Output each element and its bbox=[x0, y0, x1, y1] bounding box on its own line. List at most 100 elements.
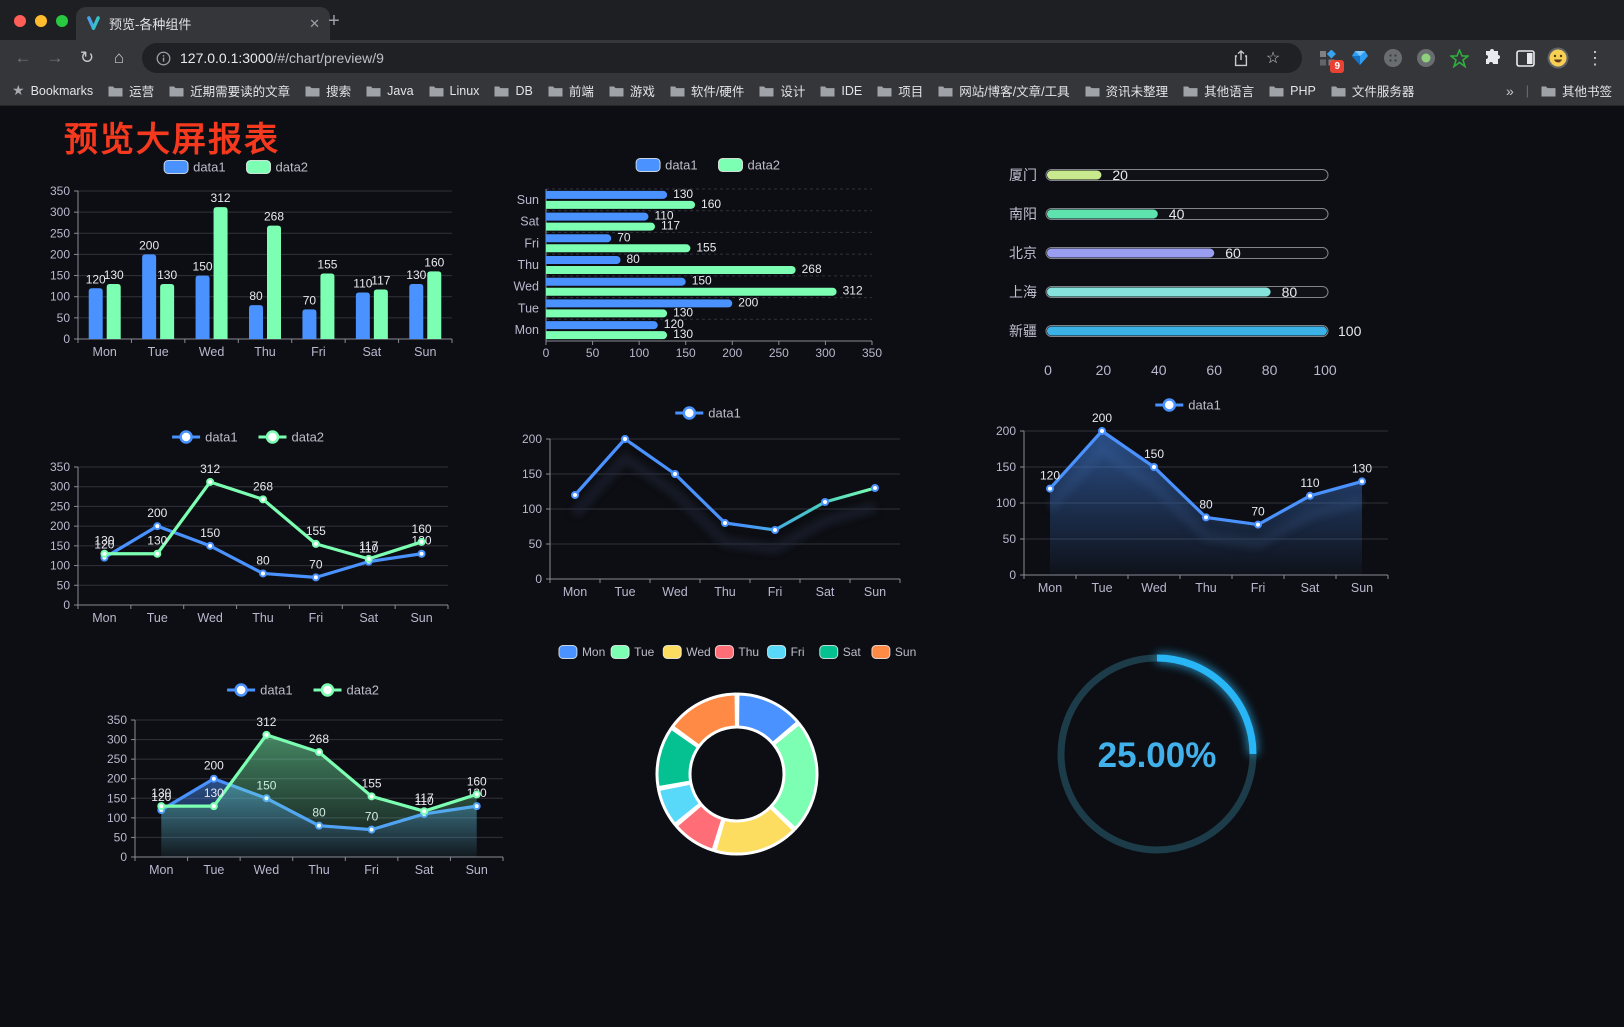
bookmark-folder[interactable]: IDE bbox=[820, 81, 862, 100]
legend-item[interactable]: data2 bbox=[258, 430, 325, 445]
svg-text:Mon: Mon bbox=[93, 345, 117, 359]
legend-item[interactable]: data2 bbox=[313, 683, 380, 698]
data-point bbox=[209, 774, 218, 783]
bookmark-folder[interactable]: 游戏 bbox=[609, 81, 655, 100]
data-point bbox=[721, 519, 729, 527]
legend-item[interactable]: Sat bbox=[819, 645, 862, 659]
svg-text:Tue: Tue bbox=[634, 645, 655, 659]
legend-item[interactable]: Wed bbox=[662, 645, 711, 659]
bookmark-folder[interactable]: 软件/硬件 bbox=[670, 81, 744, 100]
legend-item[interactable]: Thu bbox=[714, 645, 759, 659]
svg-text:80: 80 bbox=[1262, 362, 1278, 378]
progress-fill bbox=[1047, 326, 1327, 336]
bookmark-folder-label: 软件/硬件 bbox=[690, 85, 745, 99]
svg-text:200: 200 bbox=[722, 346, 742, 360]
browser-tab[interactable]: 预览-各种组件 ✕ bbox=[76, 7, 330, 40]
svg-text:350: 350 bbox=[50, 184, 70, 198]
bar bbox=[320, 273, 335, 339]
two-series-area-chart[interactable]: data1 data2 0 50 100 150 200 250 300 350 Mon Tue Wed… bbox=[95, 676, 515, 891]
bookmark-folder[interactable]: 项目 bbox=[877, 81, 923, 100]
svg-text:312: 312 bbox=[211, 191, 231, 205]
svg-text:160: 160 bbox=[467, 774, 487, 788]
svg-text:0: 0 bbox=[535, 572, 542, 586]
bookmark-folder[interactable]: 网站/博客/文章/工具 bbox=[938, 81, 1070, 100]
menu-icon[interactable]: ⋮ bbox=[1586, 47, 1604, 68]
legend-item[interactable]: data2 bbox=[246, 160, 309, 175]
other-bookmarks-folder[interactable]: 其他书签 bbox=[1541, 81, 1612, 100]
svg-text:Wed: Wed bbox=[662, 585, 688, 599]
donut-chart[interactable]: Mon Tue Wed Thu Fri Sat Sun bbox=[537, 634, 937, 889]
circle-extension-icon[interactable] bbox=[1382, 47, 1404, 69]
reload-button[interactable]: ↻ bbox=[79, 48, 95, 67]
area-line-chart[interactable]: data1 0 50 100 150 200 Mon Tue Wed Thu Fri Sat Sun 12… bbox=[980, 391, 1400, 603]
address-bar[interactable]: 127.0.0.1:3000/#/chart/preview/9 ☆ bbox=[142, 43, 1302, 73]
legend-item[interactable]: Mon bbox=[558, 645, 605, 659]
grouped-horizontal-bar-chart[interactable]: data1 data2 0 50 100 150 200 250 300 350 Mon 120 130… bbox=[500, 151, 920, 366]
new-tab-button[interactable]: + bbox=[328, 10, 340, 32]
legend-item[interactable]: Fri bbox=[767, 645, 805, 659]
grouped-bar-chart[interactable]: data1 data2 0 50 100 150 200 250 300 350 Mon Tue Wed… bbox=[40, 151, 460, 366]
close-window-button[interactable] bbox=[14, 15, 26, 27]
bookmark-folder[interactable]: Java bbox=[366, 81, 414, 100]
extension-grid-icon[interactable]: 9 bbox=[1316, 47, 1344, 73]
bookmark-folder[interactable]: DB bbox=[494, 81, 533, 100]
close-tab-icon[interactable]: ✕ bbox=[309, 15, 320, 31]
bookmark-folder[interactable]: Linux bbox=[429, 81, 479, 100]
star-extension-icon[interactable] bbox=[1448, 47, 1470, 69]
bookmarks-overflow-chevron[interactable]: » bbox=[1505, 82, 1514, 99]
legend-item[interactable]: Tue bbox=[610, 645, 655, 659]
bookmark-star-icon[interactable]: ☆ bbox=[1265, 50, 1281, 67]
bar bbox=[409, 284, 424, 339]
gauge-chart[interactable]: 25.00% bbox=[1040, 639, 1370, 871]
svg-text:150: 150 bbox=[522, 467, 542, 481]
bookmark-folder[interactable]: 搜索 bbox=[305, 81, 351, 100]
bookmark-folder[interactable]: 文件服务器 bbox=[1331, 81, 1414, 100]
svg-text:0: 0 bbox=[63, 598, 70, 612]
legend-item[interactable]: data1 bbox=[1155, 398, 1221, 413]
legend-item[interactable]: data1 bbox=[163, 160, 226, 175]
minimize-window-button[interactable] bbox=[35, 15, 47, 27]
bookmark-folder[interactable]: 前端 bbox=[548, 81, 594, 100]
svg-text:Mon: Mon bbox=[582, 645, 605, 659]
folder-icon bbox=[1269, 86, 1284, 96]
svg-text:250: 250 bbox=[50, 499, 70, 513]
gradient-line-chart[interactable]: data1 0 50 100 150 200 Mon Tue Wed Thu Fri Sat Sun bbox=[500, 399, 920, 614]
svg-text:70: 70 bbox=[617, 230, 631, 244]
record-extension-icon[interactable] bbox=[1415, 47, 1437, 69]
side-panel-icon[interactable] bbox=[1514, 47, 1536, 69]
bookmark-folder[interactable]: 近期需要读的文章 bbox=[169, 81, 290, 100]
folder-icon bbox=[1183, 86, 1198, 96]
profile-avatar[interactable] bbox=[1547, 47, 1569, 69]
legend-item[interactable]: data1 bbox=[227, 683, 293, 698]
bookmarks-manager-item[interactable]: ★ Bookmarks bbox=[12, 82, 93, 99]
legend-item[interactable]: data2 bbox=[718, 158, 781, 173]
back-button[interactable]: ← bbox=[14, 48, 32, 67]
maximize-window-button[interactable] bbox=[56, 15, 68, 27]
svg-text:300: 300 bbox=[50, 205, 70, 219]
legend-item[interactable]: data1 bbox=[172, 430, 238, 445]
svg-text:110: 110 bbox=[1300, 476, 1319, 490]
svg-text:150: 150 bbox=[692, 274, 712, 288]
bar bbox=[546, 266, 796, 274]
gem-extension-icon[interactable] bbox=[1349, 47, 1371, 69]
progress-bar-chart[interactable]: 厦门 20 南阳 40 北京 60 上海 80 新疆 100 0 20 40 60 80 100 bbox=[980, 151, 1400, 391]
bookmark-folder[interactable]: 运营 bbox=[108, 81, 154, 100]
legend-item[interactable]: Sun bbox=[871, 645, 916, 659]
home-button[interactable]: ⌂ bbox=[113, 48, 125, 67]
forward-button[interactable]: → bbox=[46, 48, 64, 67]
bookmark-folder[interactable]: 资讯未整理 bbox=[1085, 81, 1168, 100]
svg-text:200: 200 bbox=[738, 295, 758, 309]
bookmark-folder[interactable]: 其他语言 bbox=[1183, 81, 1254, 100]
share-icon[interactable] bbox=[1233, 49, 1249, 67]
extensions-puzzle-icon[interactable] bbox=[1481, 47, 1503, 69]
bookmark-folder[interactable]: 设计 bbox=[759, 81, 805, 100]
svg-text:Tue: Tue bbox=[518, 301, 539, 315]
legend-item[interactable]: data1 bbox=[675, 406, 741, 421]
two-series-line-chart[interactable]: data1 data2 0 50 100 150 200 250 300 350 Mon Tue Wed… bbox=[40, 423, 460, 638]
bookmark-folder[interactable]: PHP bbox=[1269, 81, 1316, 100]
svg-text:120: 120 bbox=[664, 317, 684, 331]
site-info-icon[interactable] bbox=[156, 51, 171, 66]
extensions-area: 9 ⋮ bbox=[1310, 43, 1616, 73]
svg-text:data1: data1 bbox=[708, 406, 741, 421]
legend-item[interactable]: data1 bbox=[635, 158, 698, 173]
